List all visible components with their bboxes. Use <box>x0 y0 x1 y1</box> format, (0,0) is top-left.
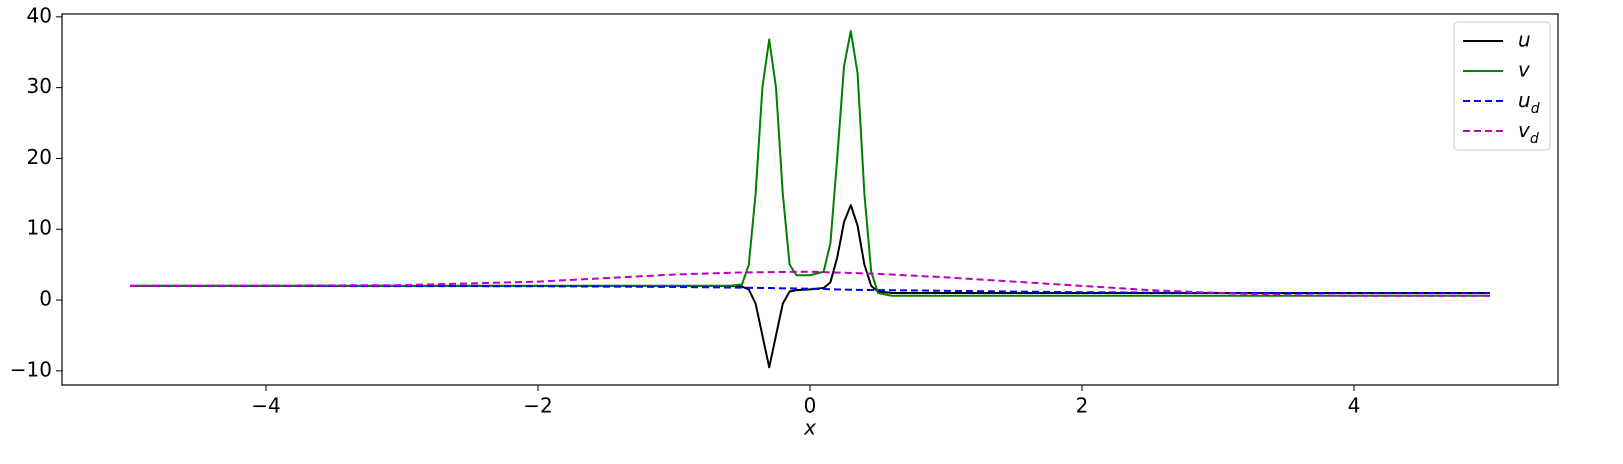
y-tick-label: −10 <box>10 357 52 381</box>
legend-box <box>1453 21 1551 151</box>
x-tick-label: 4 <box>1348 394 1361 418</box>
legend-label: v <box>1518 58 1531 82</box>
x-tick-label: −2 <box>523 394 552 418</box>
x-axis-label: x <box>803 416 816 440</box>
series-line <box>129 284 1490 294</box>
y-tick-label: 10 <box>27 216 52 240</box>
series-line <box>130 29 1490 297</box>
y-tick-label: 30 <box>27 74 52 98</box>
plot-frame <box>61 13 1559 386</box>
x-tick-label: 2 <box>1076 394 1089 418</box>
y-tick-label: 40 <box>27 3 52 27</box>
x-tick-label: 0 <box>804 394 817 418</box>
legend-label: u <box>1518 28 1531 52</box>
legend-label: vd <box>1518 118 1539 148</box>
y-tick-label: 0 <box>39 287 52 311</box>
y-tick-label: 20 <box>27 145 52 169</box>
series-line <box>129 270 1490 297</box>
legend-label: ud <box>1518 88 1540 118</box>
x-tick-label: −4 <box>251 394 280 418</box>
